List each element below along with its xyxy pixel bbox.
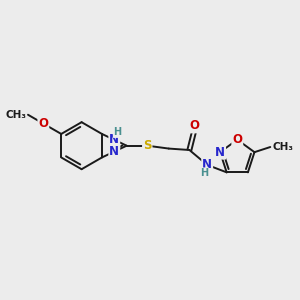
Text: CH₃: CH₃: [5, 110, 26, 120]
Text: O: O: [232, 133, 242, 146]
Text: N: N: [109, 145, 119, 158]
Text: O: O: [38, 117, 48, 130]
Text: H: H: [200, 168, 208, 178]
Text: H: H: [113, 128, 122, 137]
Text: S: S: [143, 139, 152, 152]
Text: N: N: [215, 146, 225, 159]
Text: N: N: [202, 158, 212, 171]
Text: O: O: [190, 119, 200, 132]
Text: CH₃: CH₃: [273, 142, 294, 152]
Text: N: N: [109, 133, 119, 146]
